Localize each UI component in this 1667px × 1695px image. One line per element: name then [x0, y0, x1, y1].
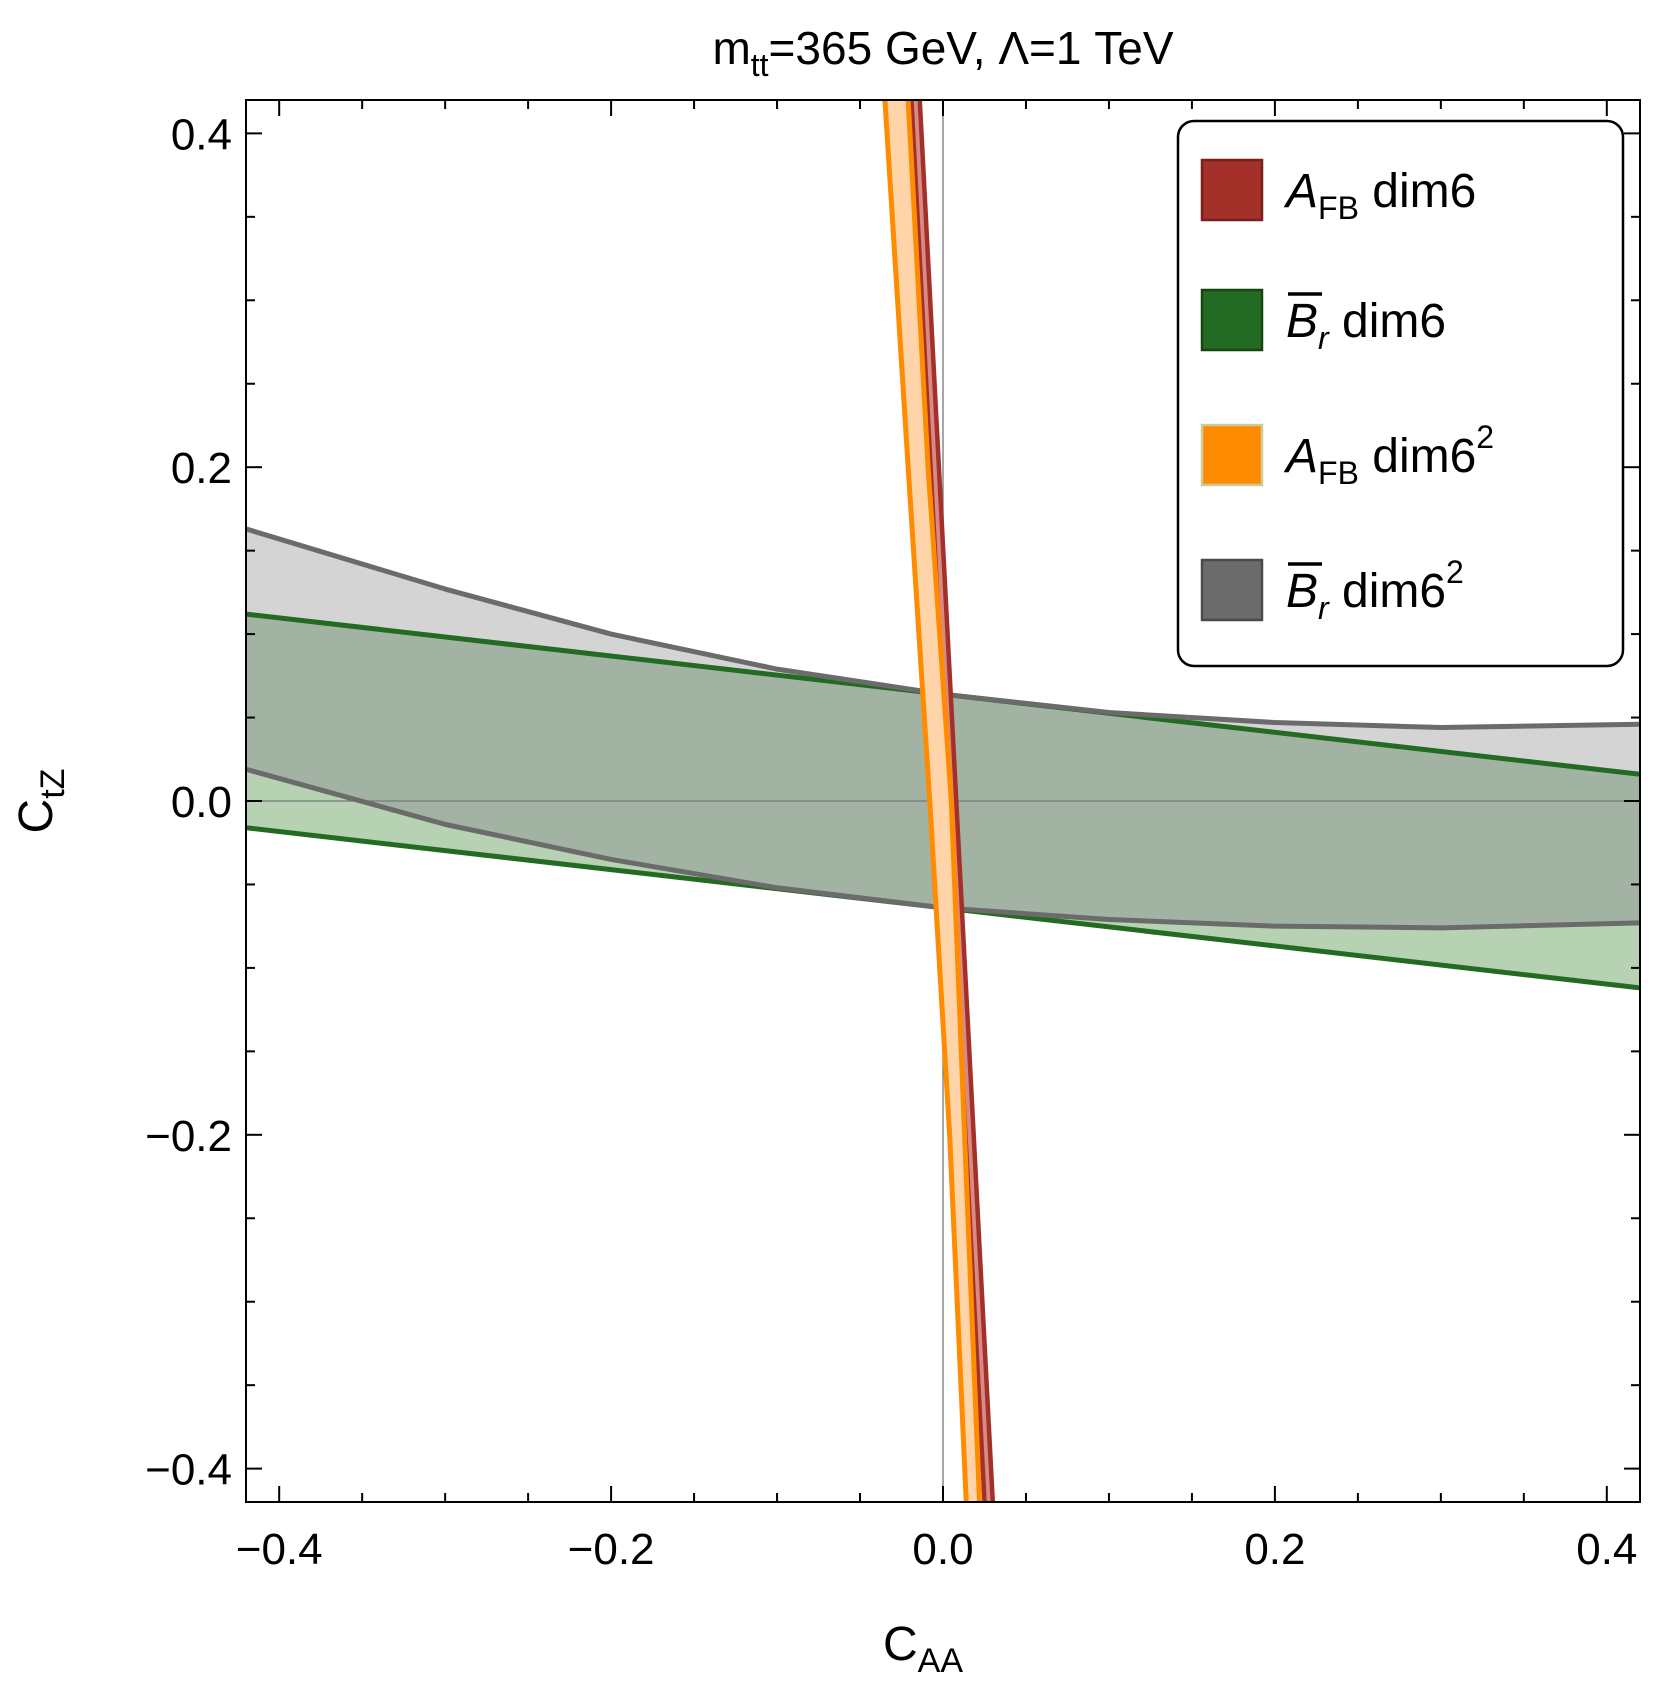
y-tick-label: 0.2: [171, 444, 232, 493]
x-tick-label: 0.4: [1576, 1525, 1637, 1574]
legend-box: [1176, 119, 1625, 668]
afb-dim6sq-left-edge: [882, 100, 969, 1502]
legend: AFB dim6 Br dim6 AFB dim62 Br dim62: [1176, 119, 1625, 668]
legend-item-afb-dim6: AFB dim6: [1200, 158, 1476, 226]
plot-area: [246, 100, 1640, 1502]
legend-label: Br dim62: [1286, 554, 1464, 626]
tick-layer: [246, 100, 1640, 1502]
afb-dim6sq-right-edge: [905, 100, 983, 1502]
x-tick-label: −0.4: [236, 1525, 323, 1574]
y-tick-label: 0.4: [171, 110, 232, 159]
legend-swatch: [1200, 158, 1264, 222]
afb-dim6-edge-b: [917, 100, 996, 1502]
legend-swatch: [1200, 558, 1264, 622]
legend-label: AFB dim6: [1283, 165, 1476, 226]
y-tick-label: 0.0: [171, 778, 232, 827]
x-axis-label: CAA: [883, 1618, 963, 1680]
legend-item-br-dim6: Br dim6: [1200, 288, 1446, 356]
chart-title: mtt=365 GeV, Λ=1 TeV: [712, 22, 1173, 83]
y-tick-label: −0.4: [145, 1446, 232, 1495]
x-tick-label: 0.2: [1244, 1525, 1305, 1574]
x-tick-label: 0.0: [912, 1525, 973, 1574]
x-tick-label: −0.2: [568, 1525, 655, 1574]
label-layer: −0.4 −0.2 0.0 0.2 0.4 −0.4 −0.2 0.0 0.2 0.4 mtt=36…: [10, 22, 1637, 1680]
legend-label: Br dim6: [1286, 295, 1446, 356]
y-tick-label: −0.2: [145, 1112, 232, 1161]
legend-swatch: [1200, 288, 1264, 352]
legend-item-afb-dim6sq: AFB dim62: [1200, 419, 1494, 491]
legend-item-br-dim6sq: Br dim62: [1200, 554, 1464, 626]
y-axis-label: CtZ: [10, 769, 72, 834]
legend-swatch: [1200, 423, 1264, 487]
legend-label: AFB dim62: [1283, 419, 1494, 491]
